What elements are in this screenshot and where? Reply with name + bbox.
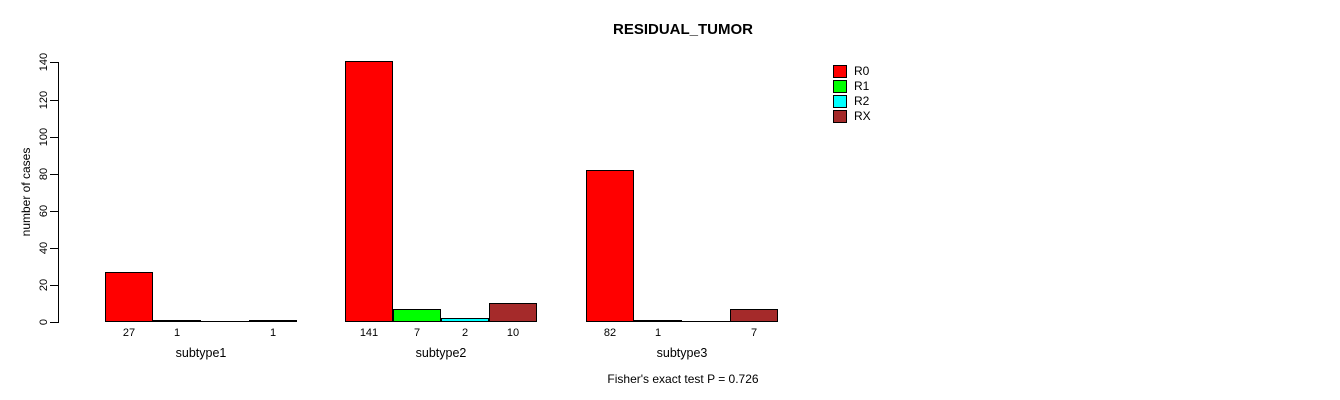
bar-value-label: 1 (654, 327, 662, 339)
bar-R2-subtype1-zero (201, 321, 249, 322)
y-axis-tick (50, 62, 58, 64)
legend-item-R0: R0 (833, 65, 871, 78)
bar-value-label: 141 (359, 327, 379, 339)
legend-swatch-RX (833, 110, 847, 123)
y-axis-tick-label: 0 (38, 318, 50, 326)
legend-label: R2 (854, 94, 870, 108)
y-axis-tick-label: 80 (38, 167, 50, 180)
y-axis-line (58, 61, 59, 323)
legend-label: RX (854, 109, 871, 123)
x-axis-category-label: subtype1 (175, 346, 227, 360)
bar-R1-subtype2 (393, 309, 441, 322)
legend: R0 R1 R2 RX (833, 65, 871, 123)
bar-value-label: 10 (506, 327, 520, 339)
y-axis-tick-label: 120 (38, 90, 50, 109)
chart-title: RESIDUAL_TUMOR (612, 21, 754, 38)
legend-label: R0 (854, 64, 870, 78)
bar-value-label: 82 (603, 327, 617, 339)
legend-item-RX: RX (833, 110, 871, 123)
bar-RX-subtype1 (249, 320, 297, 322)
fisher-test-annotation: Fisher's exact test P = 0.726 (607, 372, 759, 386)
y-axis-tick (50, 247, 58, 249)
legend-item-R2: R2 (833, 95, 871, 108)
y-axis-tick (50, 99, 58, 101)
y-axis-tick (50, 173, 58, 175)
legend-swatch-R1 (833, 80, 847, 93)
y-axis-tick (50, 210, 58, 212)
legend-item-R1: R1 (833, 80, 871, 93)
y-axis-tick-label: 20 (38, 278, 50, 292)
bar-R2-subtype2 (441, 318, 489, 322)
bar-R2-subtype3-zero (682, 321, 730, 322)
y-axis-tick-label: 40 (38, 241, 50, 254)
bar-R1-subtype1 (153, 320, 201, 322)
bar-R0-subtype3 (586, 170, 634, 322)
bar-R0-subtype1 (105, 272, 153, 322)
bar-value-label: 7 (413, 327, 421, 339)
y-axis-tick-label: 60 (38, 204, 50, 217)
bar-value-label: 2 (461, 327, 469, 339)
x-axis-category-label: subtype3 (656, 346, 708, 360)
y-axis-tick-label: 140 (38, 53, 50, 72)
bar-RX-subtype3 (730, 309, 778, 322)
legend-swatch-R2 (833, 95, 847, 108)
y-axis-tick (50, 284, 58, 286)
bar-value-label: 7 (750, 327, 758, 339)
y-axis-tick-label: 100 (38, 127, 50, 146)
bar-value-label: 1 (269, 327, 277, 339)
legend-label: R1 (854, 79, 870, 93)
y-axis-label: number of cases (19, 147, 33, 237)
bar-R1-subtype3 (634, 320, 682, 322)
y-axis-tick (50, 322, 58, 323)
x-axis-category-label: subtype2 (415, 346, 467, 360)
y-axis-tick (50, 136, 58, 138)
bar-R0-subtype2 (345, 61, 393, 322)
bar-RX-subtype2 (489, 303, 537, 322)
bar-value-label: 27 (122, 327, 136, 339)
legend-swatch-R0 (833, 65, 847, 78)
bar-value-label: 1 (173, 327, 181, 339)
